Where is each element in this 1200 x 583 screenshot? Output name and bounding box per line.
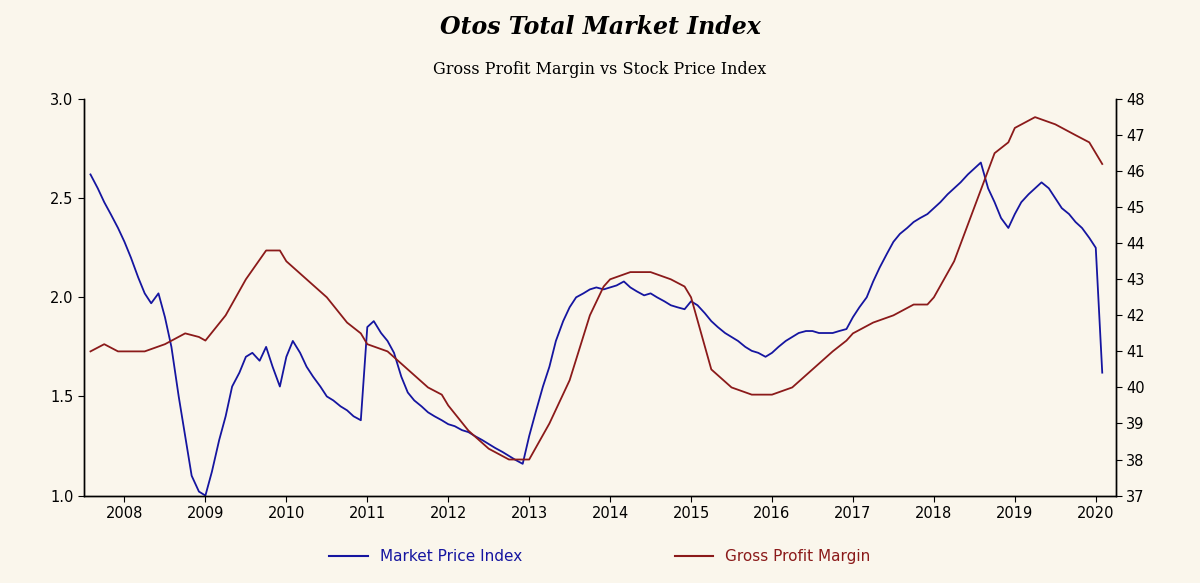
Legend: Market Price Index, Gross Profit Margin: Market Price Index, Gross Profit Margin [323,543,877,570]
Text: Otos Total Market Index: Otos Total Market Index [439,15,761,38]
Text: Gross Profit Margin vs Stock Price Index: Gross Profit Margin vs Stock Price Index [433,61,767,78]
